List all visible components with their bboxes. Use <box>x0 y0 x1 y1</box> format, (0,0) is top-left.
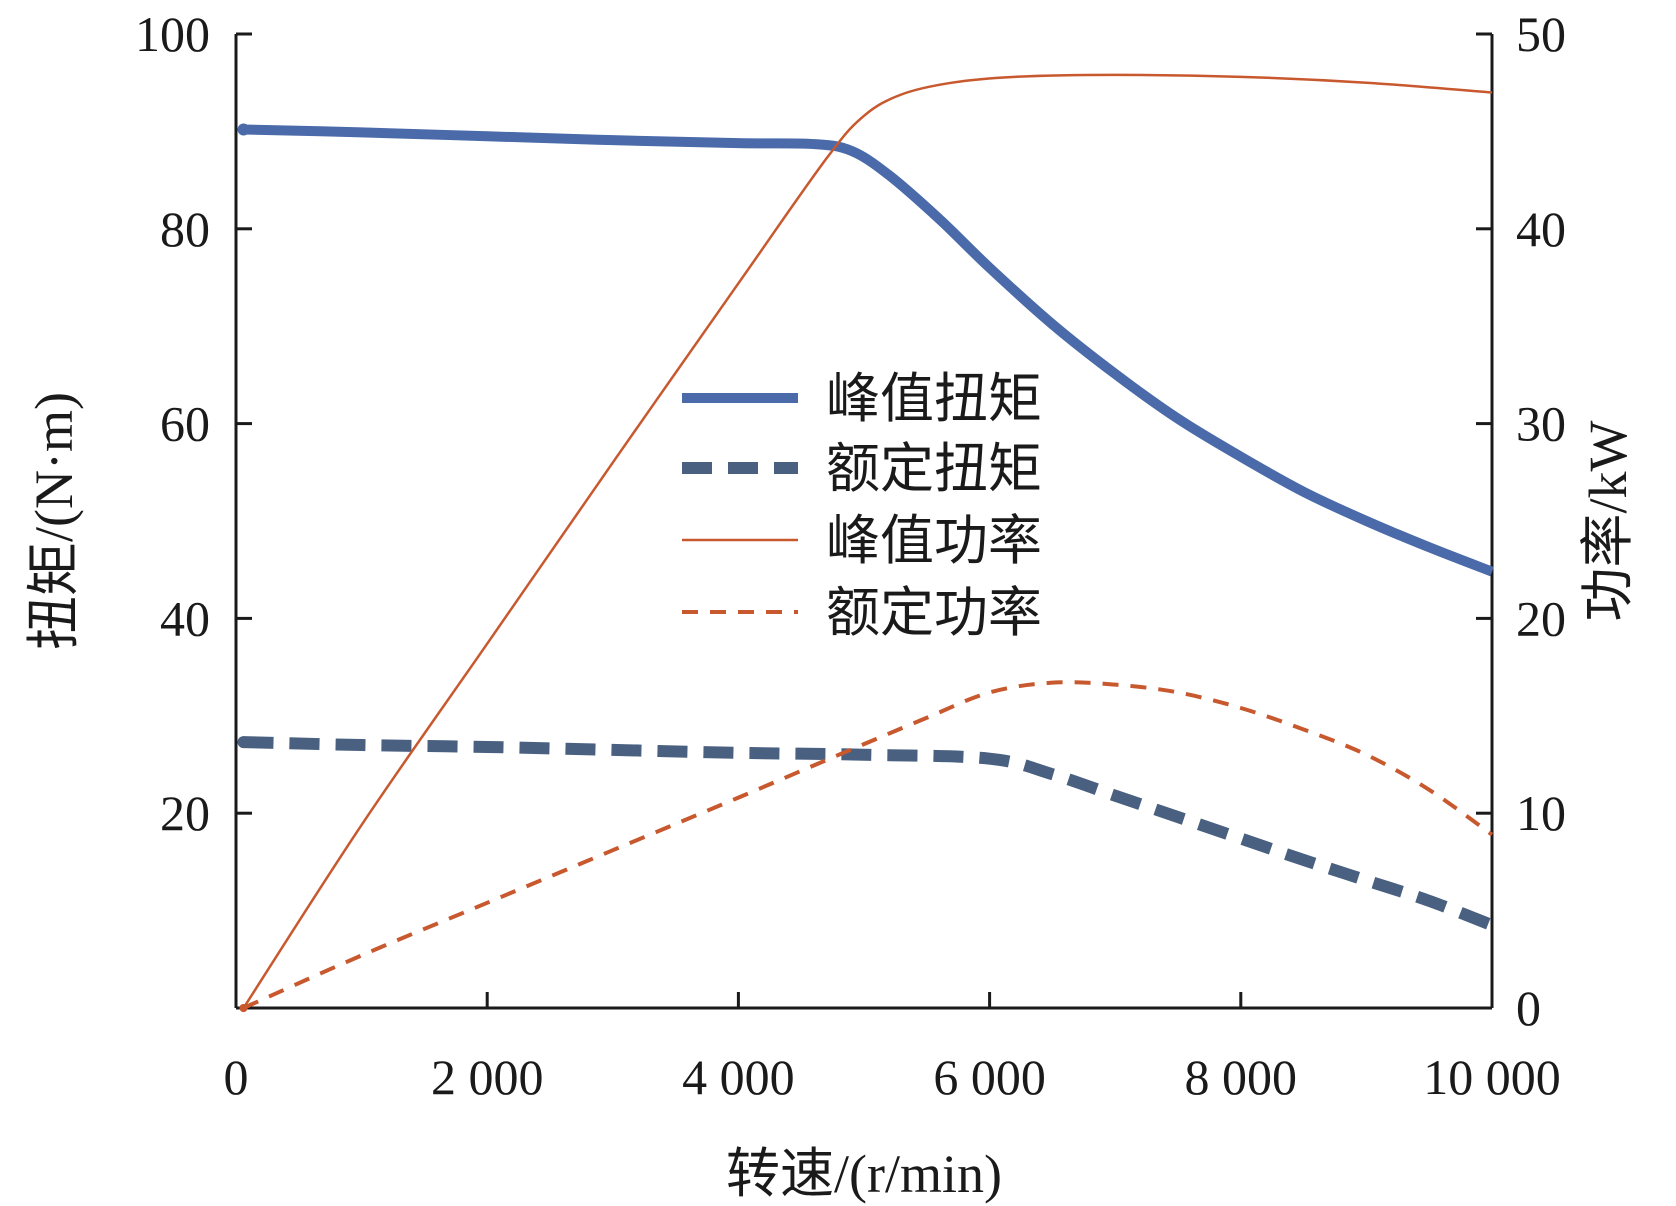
peak-power-line <box>242 73 1493 1009</box>
rated-torque-line <box>243 736 1495 931</box>
x-tick-label: 4 000 <box>682 1049 795 1105</box>
y-right-tick-label: 20 <box>1516 590 1566 646</box>
x-tick-label: 10 000 <box>1423 1049 1561 1105</box>
legend-label-rated-power: 额定功率 <box>826 583 1042 643</box>
y-left-tick-label: 80 <box>160 201 210 257</box>
y-left-tick-label: 20 <box>160 785 210 841</box>
rated-power-line <box>242 680 1494 1010</box>
y-left-tick-label: 60 <box>160 396 210 452</box>
x-tick-label: 0 <box>224 1049 249 1105</box>
y-right-axis-title: 功率/kW <box>1578 420 1638 621</box>
y-right-tick-label: 0 <box>1516 980 1541 1036</box>
peak-torque-line <box>243 124 1494 577</box>
y-left-tick-label: 40 <box>160 590 210 646</box>
legend-label-peak-power: 峰值功率 <box>826 511 1042 571</box>
y-right-tick-label: 10 <box>1516 785 1566 841</box>
x-tick-label: 8 000 <box>1185 1049 1298 1105</box>
y-left-tick-label: 100 <box>135 6 210 62</box>
rated-power-start-marker <box>239 1004 248 1012</box>
peak-torque-start-marker <box>237 123 250 136</box>
x-tick-label: 6 000 <box>933 1049 1046 1105</box>
x-tick-label: 2 000 <box>431 1049 544 1105</box>
rated-torque-start-marker <box>237 736 250 749</box>
series-layer <box>237 73 1495 1012</box>
y-left-axis-title: 扭矩/(N·m) <box>24 392 84 650</box>
axes: 0 2 000 4 000 6 000 8 000 10 000 20 40 60 80 100 0 1… <box>135 6 1566 1105</box>
y-right-tick-label: 30 <box>1516 396 1566 452</box>
y-right-tick-label: 50 <box>1516 6 1566 62</box>
legend-label-peak-torque: 峰值扭矩 <box>826 369 1042 429</box>
y-right-tick-label: 40 <box>1516 201 1566 257</box>
x-axis-title: 转速/(r/min) <box>726 1144 1002 1204</box>
legend-label-rated-torque: 额定扭矩 <box>826 439 1042 499</box>
